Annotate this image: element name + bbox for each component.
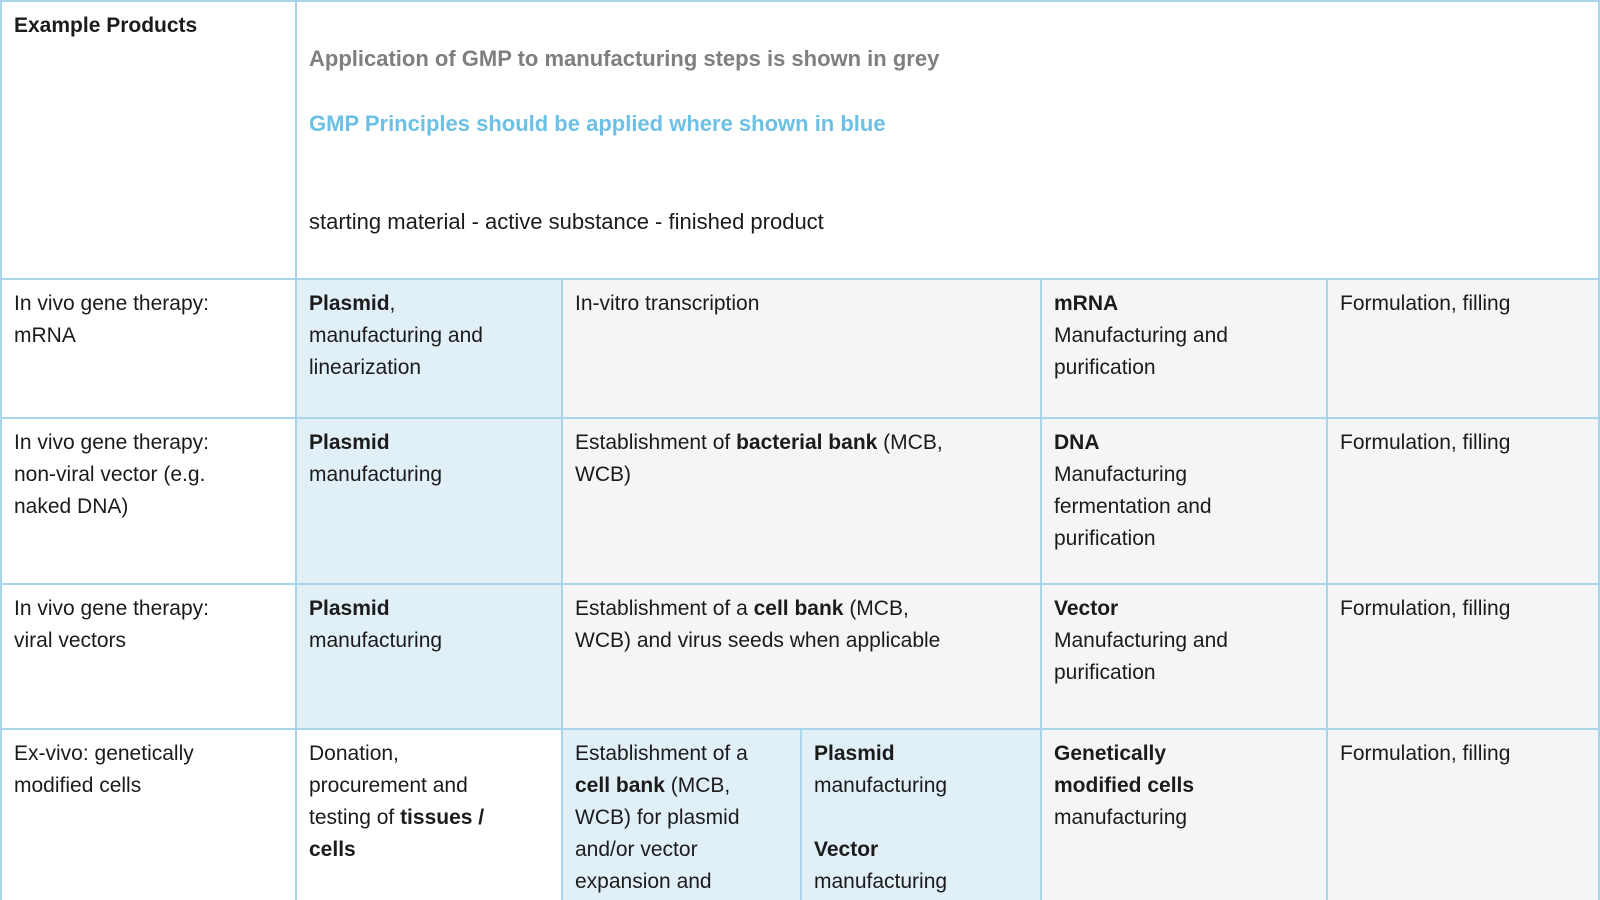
table-header-row: Example Products Application of GMP to m… [0,0,1600,280]
legend-blue-note: GMP Principles should be applied where s… [309,111,886,136]
cell-mrna-invitro-transcription: In-vitro transcription [561,278,1042,419]
header-legend-cell: Application of GMP to manufacturing step… [295,0,1600,280]
cell-viral-formulation: Formulation, filling [1326,583,1600,730]
cell-mrna-product: In vivo gene therapy: mRNA [0,278,297,419]
legend-process-chain: starting material - active substance - f… [309,209,824,234]
row-viral-vectors: In vivo gene therapy: viral vectors Plas… [0,583,1600,730]
cell-mrna-plasmid: Plasmid, manufacturing and linearization [295,278,563,419]
cell-exvivo-donation: Donation, procurement and testing of tis… [295,728,563,900]
cell-nonviral-bacterial-bank: Establishment of bacterial bank (MCB, WC… [561,417,1042,585]
cell-mrna-formulation: Formulation, filling [1326,278,1600,419]
row-nonviral-vector: In vivo gene therapy: non-viral vector (… [0,417,1600,585]
cell-mrna-manufacturing: mRNA Manufacturing and purification [1040,278,1328,419]
cell-exvivo-formulation: Formulation, filling [1326,728,1600,900]
cell-nonviral-formulation: Formulation, filling [1326,417,1600,585]
cell-nonviral-product: In vivo gene therapy: non-viral vector (… [0,417,297,585]
cell-nonviral-dna-manufacturing: DNA Manufacturing fermentation and purif… [1040,417,1328,585]
legend-grey-note: Application of GMP to manufacturing step… [309,46,940,71]
cell-exvivo-cell-bank: Establishment of a cell bank (MCB, WCB) … [561,728,802,900]
cell-viral-product: In vivo gene therapy: viral vectors [0,583,297,730]
cell-viral-cell-bank: Establishment of a cell bank (MCB, WCB) … [561,583,1042,730]
cell-viral-vector-manufacturing: Vector Manufacturing and purification [1040,583,1328,730]
cell-exvivo-gmc-manufacturing: Genetically modified cells manufacturing [1040,728,1328,900]
row-mrna: In vivo gene therapy: mRNA Plasmid, manu… [0,278,1600,419]
cell-exvivo-plasmid-vector: Plasmid manufacturing Vector manufacturi… [800,728,1042,900]
cell-nonviral-plasmid: Plasmid manufacturing [295,417,563,585]
header-example-products: Example Products [0,0,297,280]
cell-exvivo-product: Ex-vivo: genetically modified cells [0,728,297,900]
cell-viral-plasmid: Plasmid manufacturing [295,583,563,730]
row-exvivo-cells: Ex-vivo: genetically modified cells Dona… [0,728,1600,900]
